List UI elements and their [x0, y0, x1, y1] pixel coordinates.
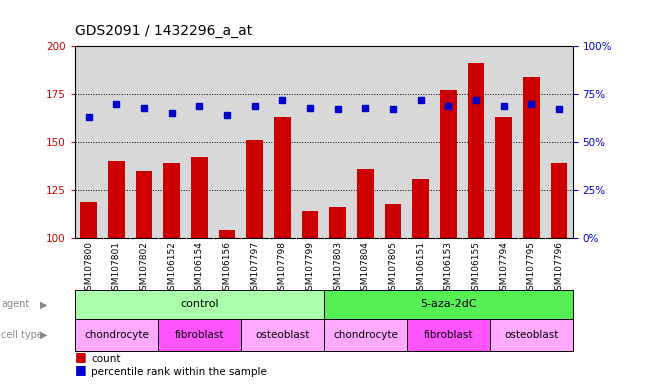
Text: GSM107802: GSM107802 — [139, 241, 148, 296]
Bar — [490, 319, 573, 351]
Bar — [440, 90, 457, 238]
Bar — [523, 77, 540, 238]
Bar — [407, 319, 490, 351]
Text: GSM106152: GSM106152 — [167, 241, 176, 296]
Text: count: count — [91, 354, 120, 364]
Text: cell type: cell type — [1, 330, 43, 340]
Text: GSM107797: GSM107797 — [250, 241, 259, 296]
Text: GSM106151: GSM106151 — [416, 241, 425, 296]
Text: osteoblast: osteoblast — [255, 330, 310, 340]
Bar — [75, 319, 158, 351]
Text: ■: ■ — [75, 363, 87, 376]
Bar — [324, 319, 407, 351]
Text: GSM107800: GSM107800 — [84, 241, 93, 296]
Bar — [219, 230, 235, 238]
Text: GSM106153: GSM106153 — [444, 241, 453, 296]
Bar — [413, 179, 429, 238]
Text: GSM107805: GSM107805 — [389, 241, 398, 296]
Bar — [274, 117, 290, 238]
Text: GSM107804: GSM107804 — [361, 241, 370, 296]
Bar — [329, 207, 346, 238]
Bar — [301, 211, 318, 238]
Text: agent: agent — [1, 299, 29, 310]
Text: GSM107798: GSM107798 — [278, 241, 287, 296]
Bar — [324, 290, 573, 319]
Bar — [163, 163, 180, 238]
Bar — [158, 319, 241, 351]
Text: ▶: ▶ — [40, 299, 48, 310]
Text: fibroblast: fibroblast — [174, 330, 224, 340]
Text: osteoblast: osteoblast — [504, 330, 559, 340]
Text: chondrocyte: chondrocyte — [333, 330, 398, 340]
Bar — [551, 163, 567, 238]
Text: GSM107803: GSM107803 — [333, 241, 342, 296]
Text: percentile rank within the sample: percentile rank within the sample — [91, 367, 267, 377]
Text: ▶: ▶ — [40, 330, 48, 340]
Text: chondrocyte: chondrocyte — [84, 330, 149, 340]
Bar — [241, 319, 324, 351]
Text: fibroblast: fibroblast — [424, 330, 473, 340]
Text: GSM107801: GSM107801 — [112, 241, 121, 296]
Bar — [385, 204, 401, 238]
Text: GDS2091 / 1432296_a_at: GDS2091 / 1432296_a_at — [75, 25, 252, 38]
Bar — [81, 202, 97, 238]
Bar — [495, 117, 512, 238]
Text: GSM107796: GSM107796 — [555, 241, 564, 296]
Text: GSM107799: GSM107799 — [305, 241, 314, 296]
Bar — [357, 169, 374, 238]
Text: GSM107794: GSM107794 — [499, 241, 508, 296]
Bar — [135, 171, 152, 238]
Text: ■: ■ — [75, 350, 87, 363]
Text: GSM106155: GSM106155 — [471, 241, 480, 296]
Bar — [246, 140, 263, 238]
Bar — [467, 63, 484, 238]
Text: control: control — [180, 299, 219, 310]
Text: GSM106154: GSM106154 — [195, 241, 204, 296]
Text: GSM106156: GSM106156 — [223, 241, 232, 296]
Bar — [191, 157, 208, 238]
Text: 5-aza-2dC: 5-aza-2dC — [420, 299, 477, 310]
Bar — [75, 290, 324, 319]
Text: GSM107795: GSM107795 — [527, 241, 536, 296]
Bar — [108, 161, 125, 238]
